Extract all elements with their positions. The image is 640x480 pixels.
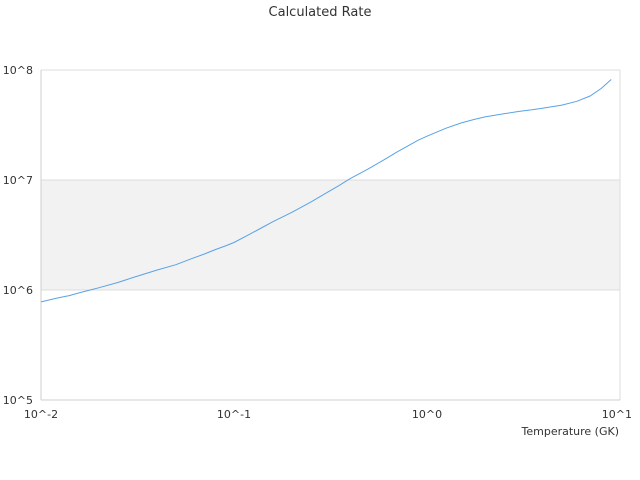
x-axis-label: Temperature (GK) <box>521 425 620 438</box>
y-tick-labels: 10^5 10^6 10^7 10^8 <box>3 64 33 407</box>
y-tick-label: 10^6 <box>3 284 33 297</box>
y-tick-label: 10^5 <box>3 394 33 407</box>
y-tick-label: 10^7 <box>3 174 33 187</box>
shaded-band <box>41 180 620 290</box>
rate-series-line <box>40 79 612 303</box>
x-tick-labels: 10^-2 10^-1 10^0 10^1 <box>24 408 632 421</box>
chart-title: Calculated Rate <box>269 5 372 20</box>
x-tick-label: 10^-2 <box>24 408 58 421</box>
axes <box>40 70 621 401</box>
series-lines <box>40 79 612 303</box>
y-tick-label: 10^8 <box>3 64 33 77</box>
x-tick-label: 10^-1 <box>217 408 251 421</box>
x-tick-label: 10^1 <box>602 408 632 421</box>
x-tick-label: 10^0 <box>412 408 442 421</box>
